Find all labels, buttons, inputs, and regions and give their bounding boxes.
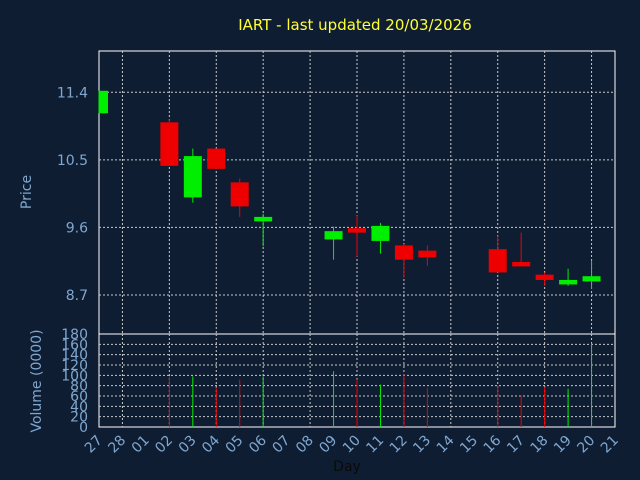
chart-title: IART - last updated 20/03/2026 <box>238 16 472 34</box>
x-tick-label: 06 <box>246 432 270 456</box>
price-tick-label: 11.4 <box>57 85 88 101</box>
candle-body <box>512 261 531 267</box>
x-tick-label: 13 <box>410 433 434 457</box>
candle-body <box>348 228 366 233</box>
x-tick-label: 10 <box>340 433 364 457</box>
x-tick-label: 11 <box>363 433 387 457</box>
x-tick-label: 15 <box>457 433 481 457</box>
x-tick-label: 09 <box>316 433 340 457</box>
price-tick-label: 10.5 <box>57 153 88 169</box>
x-tick-label: 07 <box>270 433 294 457</box>
x-tick-label: 04 <box>199 432 223 456</box>
candle-body <box>582 276 601 282</box>
price-tick-label: 8.7 <box>66 288 88 304</box>
x-axis: 27 28 01 02 03 04 05 06 07 08 09 10 11 12 13 14 15 16 17 18… <box>82 432 622 456</box>
price-axis: 8.7 9.6 10.5 11.4 <box>57 85 88 304</box>
volume-tick-label: 80 <box>70 379 88 395</box>
volume-tick-label: 100 <box>61 368 88 384</box>
x-tick-label: 16 <box>481 432 505 456</box>
volume-tick-label: 0 <box>79 420 88 436</box>
volume-bars <box>168 343 593 427</box>
candle-body <box>559 279 578 285</box>
candles <box>98 90 601 289</box>
x-tick-label: 05 <box>223 433 247 457</box>
price-tick-label: 9.6 <box>66 220 88 236</box>
candle-body <box>535 274 554 280</box>
volume-tick-label: 180 <box>61 327 88 343</box>
x-tick-label: 27 <box>82 433 106 457</box>
candle-body <box>207 148 226 169</box>
candle-body <box>324 231 343 240</box>
candle-body <box>160 122 179 166</box>
x-axis-label: Day <box>333 459 361 475</box>
x-tick-label: 17 <box>504 433 528 457</box>
price-axis-label: Price <box>19 175 35 209</box>
x-tick-label: 08 <box>293 433 317 457</box>
x-tick-label: 19 <box>551 433 575 457</box>
candle-body <box>230 182 249 207</box>
volume-tick-label: 60 <box>70 389 88 405</box>
x-tick-label: 14 <box>434 432 458 456</box>
x-tick-label: 21 <box>598 433 622 457</box>
volume-tick-label: 40 <box>70 399 88 415</box>
candle-body <box>418 250 437 258</box>
x-tick-label: 03 <box>176 433 200 457</box>
volume-axis-label: Volume (0000) <box>29 329 45 432</box>
x-tick-label: 01 <box>129 433 153 457</box>
candle-body <box>254 216 273 222</box>
volume-tick-label: 120 <box>61 358 88 374</box>
candle-body <box>183 156 202 198</box>
candle-body <box>99 90 108 114</box>
x-tick-label: 02 <box>152 433 176 457</box>
x-tick-label: 20 <box>574 433 598 457</box>
candle-body <box>488 249 507 273</box>
volume-tick-label: 160 <box>61 337 88 353</box>
candle-body <box>394 245 413 260</box>
x-tick-label: 28 <box>105 433 129 457</box>
volume-tick-label: 20 <box>70 410 88 426</box>
candle-body <box>371 225 390 241</box>
volume-tick-label: 140 <box>61 348 88 364</box>
x-tick-label: 12 <box>387 433 411 457</box>
x-tick-label: 18 <box>528 433 552 457</box>
